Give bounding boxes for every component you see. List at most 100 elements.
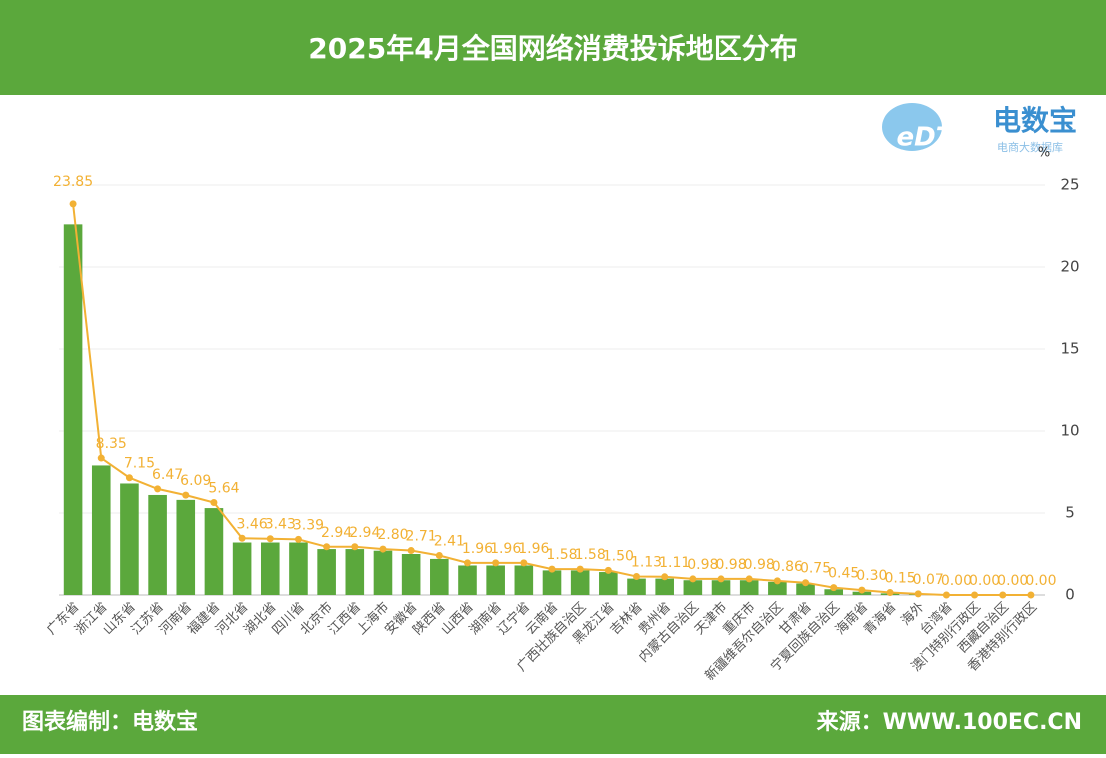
y-tick-label: 15 <box>1060 340 1079 358</box>
header-band <box>0 0 1106 95</box>
data-label: 8.35 <box>96 436 127 452</box>
bar <box>289 542 308 595</box>
bar <box>401 554 421 595</box>
logo-mark: eDT <box>897 123 956 153</box>
data-label: 2.94 <box>349 525 380 541</box>
y-tick-label: 20 <box>1060 258 1079 276</box>
data-label: 0.98 <box>715 557 746 573</box>
logo-cloud <box>882 103 942 151</box>
line-point <box>717 575 725 583</box>
line-point <box>69 200 77 208</box>
data-label: 7.15 <box>124 456 155 472</box>
data-label: 1.58 <box>546 547 577 563</box>
bar <box>232 542 252 595</box>
line-point <box>463 559 471 567</box>
bar <box>148 494 167 595</box>
bar <box>91 465 111 595</box>
line-point <box>971 591 979 599</box>
line-point <box>125 474 133 482</box>
line-point <box>435 551 443 559</box>
line-point <box>182 491 190 499</box>
data-label: 0.15 <box>884 571 915 587</box>
line-point <box>942 591 950 599</box>
title: 2025年4月全国网络消费投诉地区分布 <box>308 32 797 65</box>
line-point <box>97 454 105 462</box>
data-label: 0.75 <box>800 561 831 577</box>
bar <box>627 578 646 595</box>
bar <box>514 565 534 595</box>
data-label: 0.07 <box>913 572 944 588</box>
data-label: 1.96 <box>462 541 493 557</box>
logo-tagline: 电商大数据库 <box>997 140 1063 154</box>
line-point <box>548 565 556 573</box>
data-label: 1.96 <box>490 541 521 557</box>
line-point <box>858 586 866 594</box>
line-point <box>773 577 781 585</box>
line-point <box>520 559 528 567</box>
data-label: 23.85 <box>53 174 93 190</box>
y-tick-label: 25 <box>1060 176 1079 194</box>
data-label: 0.98 <box>744 557 775 573</box>
bar <box>260 542 280 595</box>
line-point <box>154 485 162 493</box>
line-point <box>689 575 697 583</box>
bar <box>458 565 477 595</box>
bar <box>711 580 731 595</box>
line-point <box>492 559 500 567</box>
data-label: 5.64 <box>208 481 239 497</box>
data-label: 1.96 <box>518 541 549 557</box>
data-label: 3.46 <box>237 516 268 532</box>
data-label: 1.50 <box>603 548 634 564</box>
data-label: 3.43 <box>265 517 296 533</box>
data-label: 0.45 <box>828 566 859 582</box>
bar <box>373 550 393 595</box>
line-point <box>661 573 669 581</box>
bar <box>739 580 759 595</box>
line-point <box>999 591 1007 599</box>
data-label: 2.80 <box>377 527 408 543</box>
line-point <box>266 535 274 543</box>
line-point <box>745 575 753 583</box>
logo-name: 电数宝 <box>993 104 1077 137</box>
bar <box>486 565 505 595</box>
bar <box>599 572 618 595</box>
data-label: 3.39 <box>293 517 324 533</box>
line-point <box>379 545 387 553</box>
bar <box>655 578 674 595</box>
data-label: 2.41 <box>434 533 465 549</box>
bar <box>570 570 590 595</box>
bar <box>204 508 224 595</box>
data-label: 0.98 <box>687 557 718 573</box>
line-point <box>238 534 246 542</box>
data-label: 1.58 <box>575 547 606 563</box>
bar <box>63 224 83 596</box>
data-label: 6.09 <box>180 473 211 489</box>
footer-left: 图表编制：电数宝 <box>22 709 198 735</box>
bar <box>317 549 336 595</box>
data-label: 2.71 <box>406 529 437 545</box>
bar <box>120 483 139 595</box>
line-point <box>351 543 359 551</box>
bar <box>430 558 449 595</box>
y-unit: % <box>1038 146 1050 161</box>
bar <box>683 580 703 595</box>
footer-band <box>0 695 1106 754</box>
data-label: 0.86 <box>772 559 803 575</box>
line-point <box>323 543 331 551</box>
data-label: 0.30 <box>856 568 887 584</box>
data-label: 0.00 <box>941 573 972 589</box>
bar <box>176 499 196 595</box>
line-point <box>886 589 894 597</box>
line-point <box>914 590 922 598</box>
data-label: 0.00 <box>997 573 1028 589</box>
bar <box>768 581 787 595</box>
line-point <box>604 566 612 574</box>
line-point <box>633 572 641 580</box>
y-tick-label: 10 <box>1060 422 1079 440</box>
bar <box>824 589 844 595</box>
line-point <box>576 565 584 573</box>
data-label: 1.11 <box>659 555 690 571</box>
data-label: 2.94 <box>321 525 352 541</box>
data-label: 6.47 <box>152 467 183 483</box>
